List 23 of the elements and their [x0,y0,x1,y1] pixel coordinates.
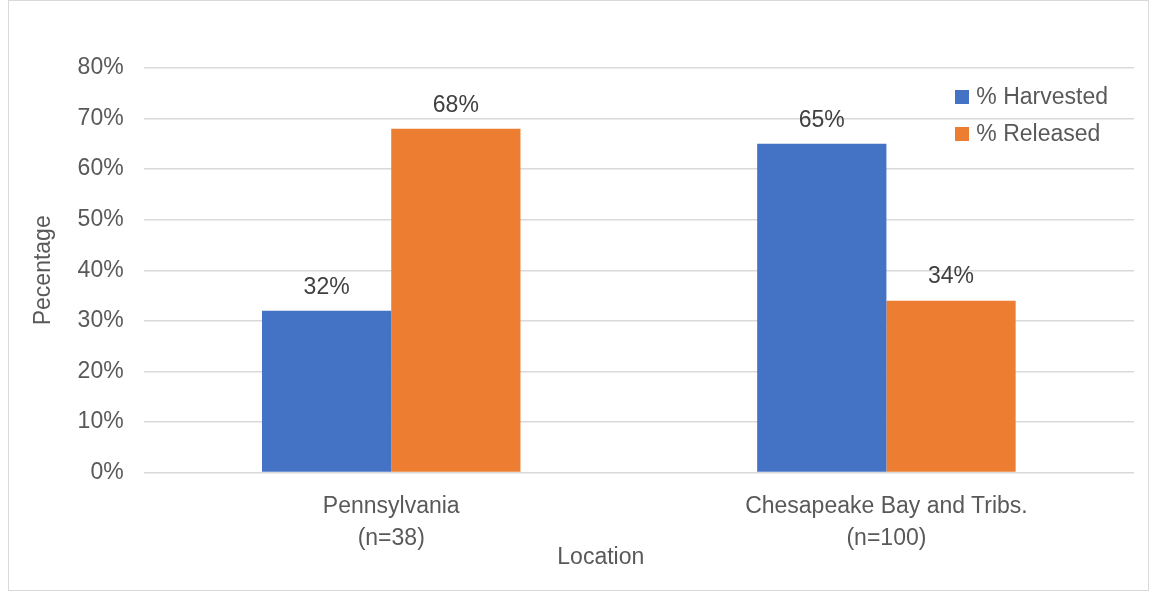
data-label: 32% [303,272,350,299]
x-tick-label: Chesapeake Bay and Tribs. (n=100) [745,492,1028,551]
x-tick-label: Pennsylvania (n=38) [322,492,460,551]
data-label: 68% [432,90,479,117]
data-label: 65% [798,105,845,132]
y-tick-label: 10% [77,407,124,434]
y-tick-label: 30% [77,306,124,333]
legend-label: % Harvested [976,83,1108,110]
bar [261,310,392,472]
legend-label: % Released [976,120,1101,147]
y-tick-label: 60% [77,154,124,181]
y-tick-label: 20% [77,356,124,383]
y-tick-label: 40% [77,255,124,282]
y-tick-label: 70% [77,103,124,130]
bar [391,128,521,472]
y-tick-label: 0% [90,457,124,484]
y-tick-label: 80% [77,53,124,80]
y-axis-title: Pecentage [29,215,56,326]
data-label: 34% [928,262,975,289]
x-axis-title: Location [557,542,645,570]
bar [886,300,1016,472]
y-tick-label: 50% [77,205,124,232]
bar [757,143,887,472]
